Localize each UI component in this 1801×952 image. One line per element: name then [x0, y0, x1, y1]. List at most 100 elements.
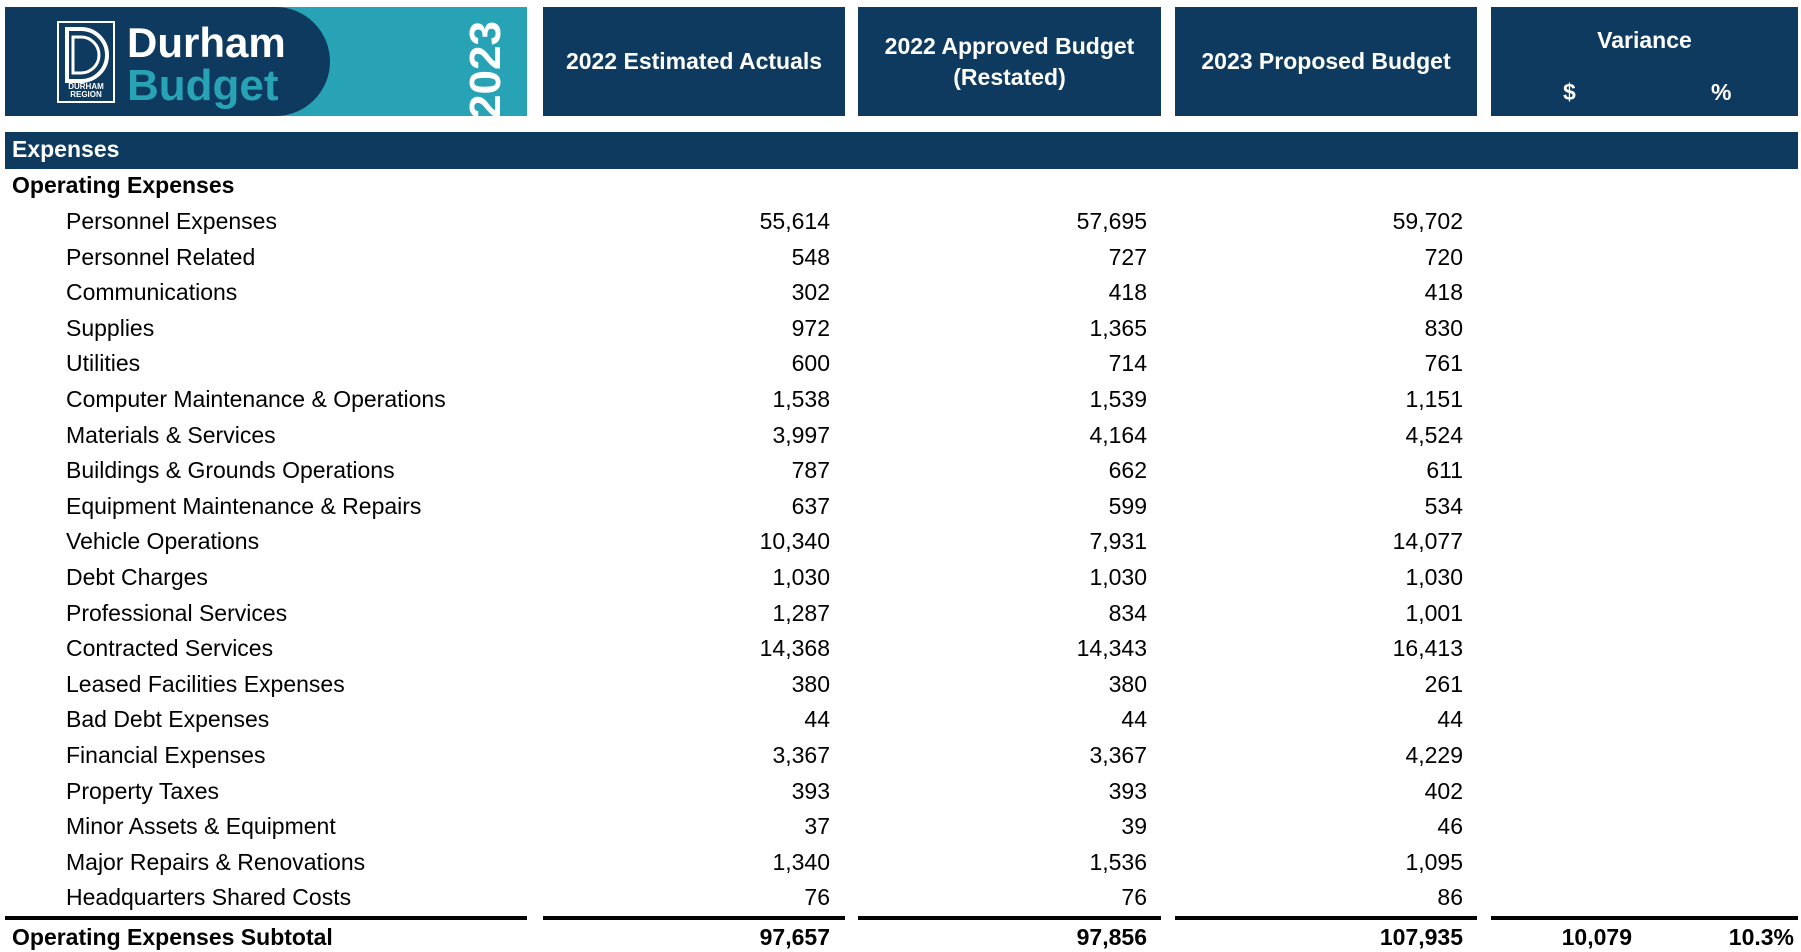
column-header-text: 2023 Proposed Budget — [1201, 48, 1451, 74]
row-value: 44 — [1121, 706, 1147, 733]
logo-panel — [5, 7, 330, 116]
rule — [858, 916, 1161, 920]
row-value: 1,001 — [1405, 599, 1463, 626]
row-value: 637 — [791, 492, 830, 519]
column-header: 2022 Estimated Actuals — [543, 7, 845, 116]
logo-year: 2023 — [460, 21, 510, 116]
row-value: 16,413 — [1392, 635, 1463, 662]
row-value: 1,151 — [1405, 386, 1463, 412]
row-value: 380 — [791, 670, 830, 697]
section-bar — [5, 132, 1798, 169]
row-value: 418 — [1424, 279, 1463, 306]
row-label: Major Repairs & Renovations — [66, 848, 366, 875]
row-label: Property Taxes — [66, 777, 219, 804]
row-value: 4,229 — [1405, 742, 1463, 768]
row-value: 393 — [1108, 777, 1147, 804]
logo-title: Durham — [127, 19, 286, 66]
row-value: 14,343 — [1076, 635, 1147, 662]
row-value: 1,536 — [1089, 848, 1147, 875]
row-value: 1,095 — [1405, 848, 1463, 875]
row-value: 3,997 — [772, 421, 830, 448]
row-label: Buildings & Grounds Operations — [66, 457, 395, 484]
row-value: 14,077 — [1392, 528, 1463, 555]
variance-dollar: $ — [1563, 79, 1576, 105]
row-value: 402 — [1424, 777, 1463, 804]
row-value: 3,367 — [772, 742, 830, 768]
subtotal-value: 97,657 — [759, 924, 830, 950]
row-value: 1,287 — [772, 599, 830, 626]
rule — [1175, 916, 1477, 920]
row-value: 14,368 — [759, 635, 830, 662]
row-label: Professional Services — [66, 599, 288, 626]
row-value: 39 — [1121, 813, 1147, 840]
row-value: 55,614 — [759, 208, 830, 234]
row-value: 599 — [1108, 492, 1147, 519]
row-value: 787 — [791, 457, 830, 484]
variance-percent: % — [1711, 79, 1732, 105]
row-label: Supplies — [66, 314, 155, 341]
logo-subtitle: Budget — [127, 61, 279, 110]
row-value: 302 — [791, 279, 830, 306]
column-header-text: 2022 Estimated Actuals — [565, 48, 823, 74]
row-value: 1,030 — [1089, 564, 1147, 590]
row-value: 1,340 — [772, 848, 830, 875]
row-value: 1,539 — [1089, 386, 1147, 412]
row-label: Debt Charges — [66, 564, 208, 590]
row-label: Financial Expenses — [66, 742, 266, 768]
subtotal-value: 97,856 — [1076, 924, 1147, 950]
section-title: Expenses — [12, 136, 120, 162]
row-value: 534 — [1424, 492, 1463, 519]
column-header: 2023 Proposed Budget — [1175, 7, 1477, 116]
row-value: 10,340 — [759, 528, 830, 555]
row-label: Vehicle Operations — [66, 528, 260, 555]
row-value: 7,931 — [1089, 528, 1147, 555]
row-label: Materials & Services — [66, 421, 276, 448]
row-label: Personnel Related — [66, 243, 256, 270]
logo: DURHAM REGION Durham Budget 2023 — [5, 7, 527, 116]
row-value: 720 — [1424, 243, 1463, 270]
row-value: 662 — [1108, 457, 1147, 484]
row-label: Equipment Maintenance & Repairs — [66, 492, 422, 519]
subtotal-value: 107,935 — [1379, 924, 1463, 950]
row-value: 714 — [1108, 350, 1147, 377]
row-label: Utilities — [66, 350, 141, 377]
row-value: 4,524 — [1405, 421, 1463, 448]
variance-header: Variance $ % — [1491, 7, 1798, 116]
subtotal-value: 10.3% — [1728, 924, 1794, 950]
row-value: 830 — [1424, 314, 1463, 341]
row-value: 727 — [1108, 243, 1147, 270]
row-value: 261 — [1424, 670, 1463, 697]
row-value: 59,702 — [1392, 208, 1463, 234]
variance-title: Variance — [1597, 27, 1692, 53]
column-header: 2022 Approved Budget (Restated) — [858, 7, 1161, 116]
logo-icon — [57, 21, 115, 103]
row-value: 44 — [1437, 706, 1463, 733]
row-value: 44 — [804, 706, 830, 733]
row-value: 418 — [1108, 279, 1147, 306]
row-value: 600 — [791, 350, 830, 377]
rule — [1491, 916, 1798, 920]
row-label: Minor Assets & Equipment — [66, 813, 336, 840]
row-value: 46 — [1437, 813, 1463, 840]
rule — [543, 916, 845, 920]
row-label: Computer Maintenance & Operations — [66, 386, 446, 412]
row-value: 972 — [791, 314, 830, 341]
row-value: 57,695 — [1076, 208, 1147, 234]
subtotal-value: 10,079 — [1561, 924, 1632, 950]
row-value: 1,030 — [772, 564, 830, 590]
row-value: 37 — [804, 813, 830, 840]
row-value: 1,030 — [1405, 564, 1463, 590]
row-label: Leased Facilities Expenses — [66, 670, 345, 697]
row-value: 76 — [804, 884, 830, 911]
row-label: Personnel Expenses — [66, 208, 277, 234]
row-value: 380 — [1108, 670, 1147, 697]
row-value: 834 — [1108, 599, 1147, 626]
row-value: 548 — [791, 243, 830, 270]
row-value: 3,367 — [1089, 742, 1147, 768]
row-label: Contracted Services — [66, 635, 274, 662]
logo-region: DURHAM REGION — [68, 82, 104, 99]
row-value: 4,164 — [1089, 421, 1147, 448]
row-value: 86 — [1437, 884, 1463, 911]
row-value: 1,538 — [772, 386, 830, 412]
